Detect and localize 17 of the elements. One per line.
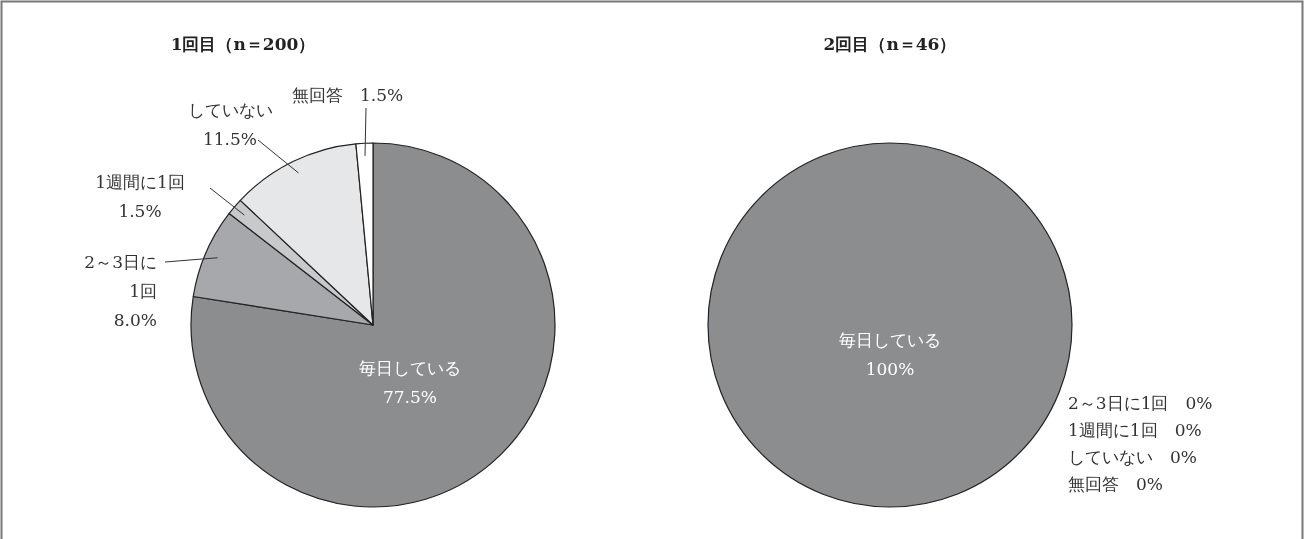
slice-label: していない xyxy=(187,100,273,120)
category-label: 無回答 0% xyxy=(1068,474,1163,494)
slice-label: 毎日している xyxy=(359,358,461,378)
data-label: 1.5% xyxy=(118,201,162,221)
data-label: 8.0% xyxy=(113,310,157,330)
slice-label: 1週間に1回 xyxy=(95,172,185,192)
category-label: 2～3日に1回 0% xyxy=(1068,393,1213,413)
slice-label: 無回答 1.5% xyxy=(292,84,405,107)
chart-title: 1回目（n＝200） xyxy=(169,33,317,56)
data-label: 77.5% xyxy=(382,387,437,407)
chart-title: 2回目（n＝46） xyxy=(822,33,958,56)
category-label: していない 0% xyxy=(1068,447,1197,467)
slice-label: 毎日している xyxy=(839,330,941,350)
data-label: 100% xyxy=(865,359,915,379)
data-label: 11.5% xyxy=(202,129,257,149)
slice-label: 2～3日に1回 xyxy=(84,252,157,301)
category-label: 1週間に1回 0% xyxy=(1068,420,1202,440)
